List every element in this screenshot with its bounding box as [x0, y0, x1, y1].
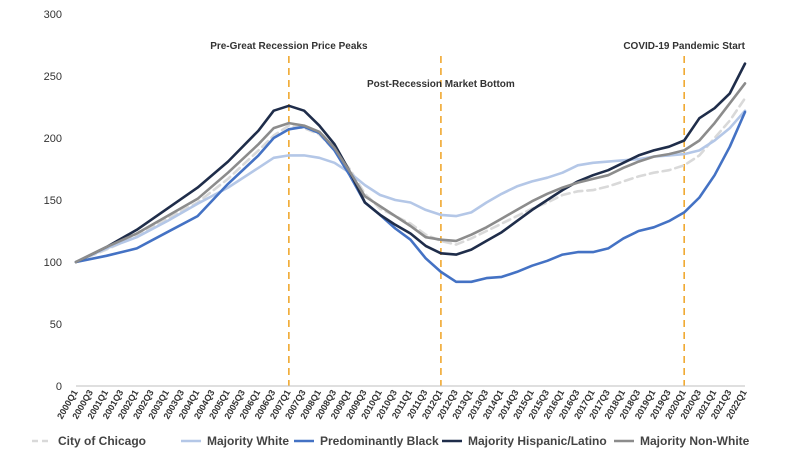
- annotation-lines: Pre-Great Recession Price Peaks Post-Rece…: [210, 41, 746, 386]
- y-tick-label: 200: [44, 133, 62, 145]
- series-lines: [74, 62, 747, 284]
- series-line: [74, 62, 747, 264]
- series-line: [74, 82, 747, 264]
- legend-label: Majority White: [207, 434, 289, 448]
- legend-label: City of Chicago: [58, 434, 146, 448]
- annotation-label: Pre-Great Recession Price Peaks: [210, 41, 368, 52]
- y-tick-label: 150: [44, 195, 62, 207]
- legend-label: Predominantly Black: [320, 434, 439, 448]
- annotation-label: COVID-19 Pandemic Start: [623, 41, 745, 52]
- y-tick-label: 50: [50, 319, 62, 331]
- y-tick-label: 100: [44, 257, 62, 269]
- y-axis-ticks: 0 50 100 150 200 250 300: [44, 9, 62, 393]
- series-line: [74, 110, 747, 284]
- y-tick-label: 250: [44, 71, 62, 83]
- x-axis-ticks: 2000Q12000Q32001Q12001Q32002Q12002Q32003…: [55, 388, 749, 421]
- y-tick-label: 300: [44, 9, 62, 21]
- legend-label: Majority Non-White: [640, 434, 750, 448]
- y-tick-label: 0: [56, 381, 62, 393]
- legend: City of Chicago Majority White Predominant…: [32, 434, 750, 448]
- series-line: [74, 97, 747, 264]
- legend-label: Majority Hispanic/Latino: [468, 434, 607, 448]
- annotation-label: Post-Recession Market Bottom: [367, 79, 515, 90]
